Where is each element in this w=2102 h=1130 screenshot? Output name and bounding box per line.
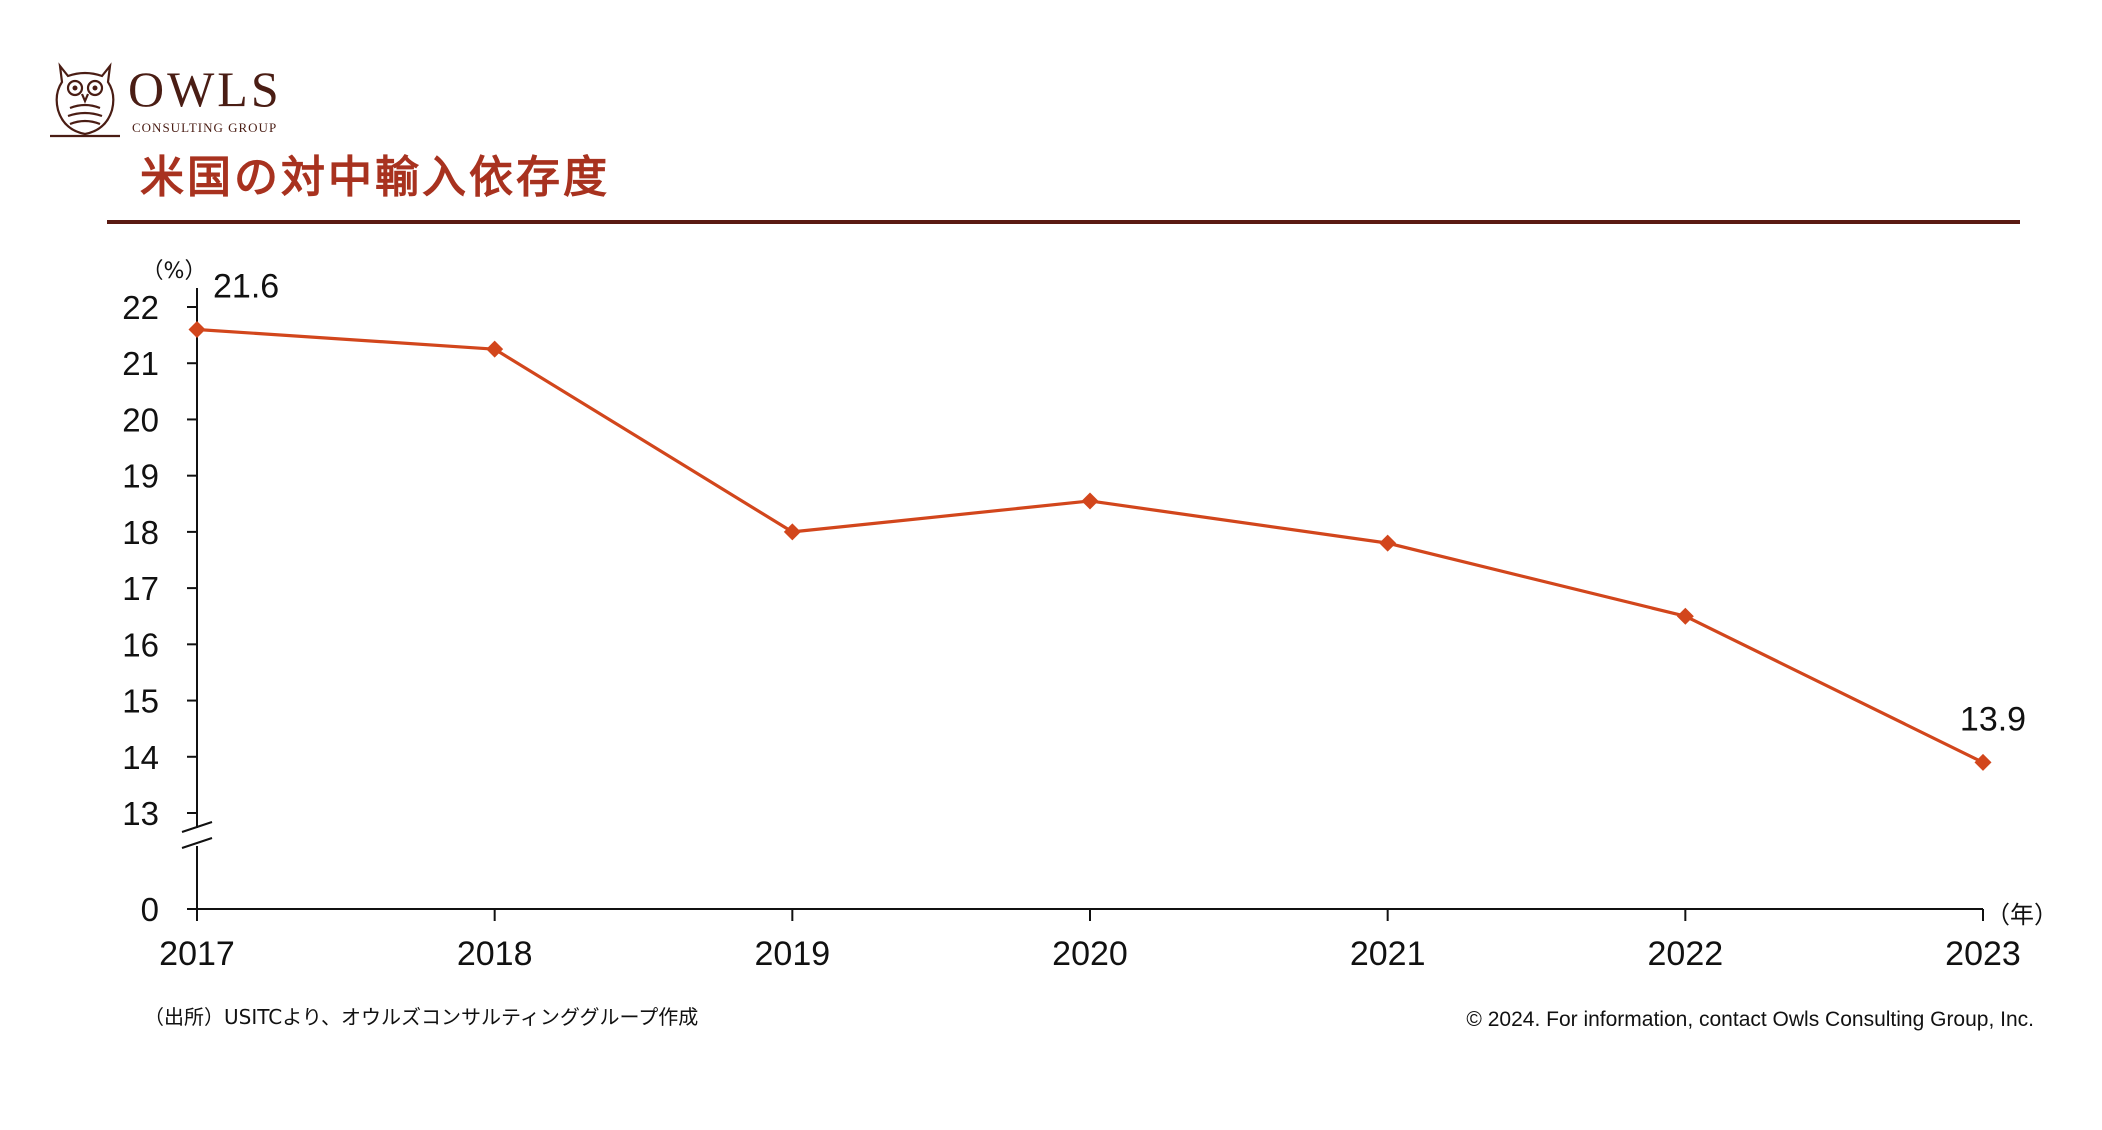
x-tick-label: 2022 (1648, 935, 1724, 973)
data-point-2020 (1081, 492, 1099, 510)
x-tick-label: 2021 (1350, 935, 1426, 973)
data-label: 13.9 (1960, 700, 2026, 738)
y-tick-label: 22 (122, 289, 159, 326)
x-tick-label: 2020 (1052, 935, 1128, 973)
data-point-2022 (1676, 607, 1694, 625)
data-label: 21.6 (213, 267, 279, 305)
data-point-2023 (1974, 753, 1992, 771)
data-point-2017 (188, 320, 206, 338)
y-tick-label: 21 (122, 345, 159, 382)
data-point-2021 (1379, 534, 1397, 552)
x-tick-label: 2023 (1945, 935, 2021, 973)
owls-logo: OWLS CONSULTING GROUP (46, 56, 306, 146)
y-tick-label: 20 (122, 401, 159, 438)
owl-icon (50, 62, 120, 138)
source-note: （出所）USITCより、オウルズコンサルティンググループ作成 (144, 1005, 699, 1029)
axis-break-mark (181, 837, 213, 849)
y-tick-label: 13 (122, 795, 159, 832)
y-tick-label: 14 (122, 739, 159, 776)
title-divider (107, 220, 2020, 224)
y-tick-label: 0 (141, 891, 159, 928)
data-point-2018 (486, 340, 504, 358)
brand-name: OWLS (128, 61, 282, 117)
y-tick-label: 18 (122, 514, 159, 551)
x-axis-unit: （年） (1986, 901, 2058, 929)
copyright-note: © 2024. For information, contact Owls Co… (1466, 1008, 2034, 1031)
page-title: 米国の対中輸入依存度 (140, 152, 610, 203)
x-tick-label: 2018 (457, 935, 533, 973)
series-line (196, 327, 1984, 764)
y-tick-label: 17 (122, 570, 159, 607)
axis-break-mark (181, 821, 213, 833)
y-tick-label: 16 (122, 626, 159, 663)
x-tick-label: 2019 (755, 935, 831, 973)
brand-tagline: CONSULTING GROUP (132, 120, 278, 135)
data-point-2019 (783, 523, 801, 541)
x-tick-label: 2017 (159, 935, 235, 973)
y-tick-label: 15 (122, 683, 159, 720)
y-tick-label: 19 (122, 458, 159, 495)
y-axis-unit: （%） (142, 259, 207, 284)
